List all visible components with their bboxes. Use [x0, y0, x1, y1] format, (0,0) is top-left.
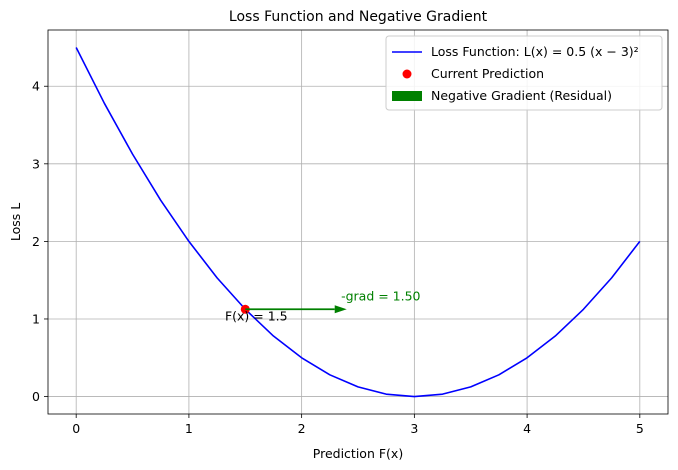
x-tick-label: 1: [185, 421, 193, 436]
legend-point-swatch: [402, 69, 412, 79]
legend-entry-loss: Loss Function: L(x) = 0.5 (x − 3)²: [431, 44, 639, 59]
plot-frame: [47, 29, 669, 415]
plot-area: F(x) = 1.5 -grad = 1.50: [75, 47, 641, 398]
legend: Loss Function: L(x) = 0.5 (x − 3)² Curre…: [385, 35, 663, 111]
x-axis-label: Prediction F(x): [313, 446, 403, 461]
x-tick-label: 2: [298, 421, 306, 436]
loss-curve: [75, 47, 641, 398]
ticks: 0 1 2 3 4 5 0 1 2 3 4: [32, 79, 644, 436]
y-tick-label: 3: [32, 156, 40, 171]
legend-entry-current: Current Prediction: [431, 66, 544, 81]
x-tick-label: 4: [523, 421, 531, 436]
legend-entry-gradient: Negative Gradient (Residual): [431, 88, 612, 103]
annotation-point-label: F(x) = 1.5: [225, 309, 288, 324]
y-tick-label: 4: [32, 79, 40, 94]
y-tick-label: 2: [32, 234, 40, 249]
legend-box: [385, 35, 663, 111]
legend-arrow-swatch: [392, 91, 422, 101]
y-tick-label: 0: [32, 389, 40, 404]
y-tick-label: 1: [32, 311, 40, 326]
x-tick-label: 5: [636, 421, 644, 436]
x-tick-label: 0: [72, 421, 80, 436]
y-axis-label: Loss L: [8, 203, 23, 241]
annotation-grad-label: -grad = 1.50: [341, 288, 420, 303]
gradient-arrow-head: [334, 305, 347, 314]
chart-title: Loss Function and Negative Gradient: [229, 9, 488, 25]
x-tick-label: 3: [410, 421, 418, 436]
